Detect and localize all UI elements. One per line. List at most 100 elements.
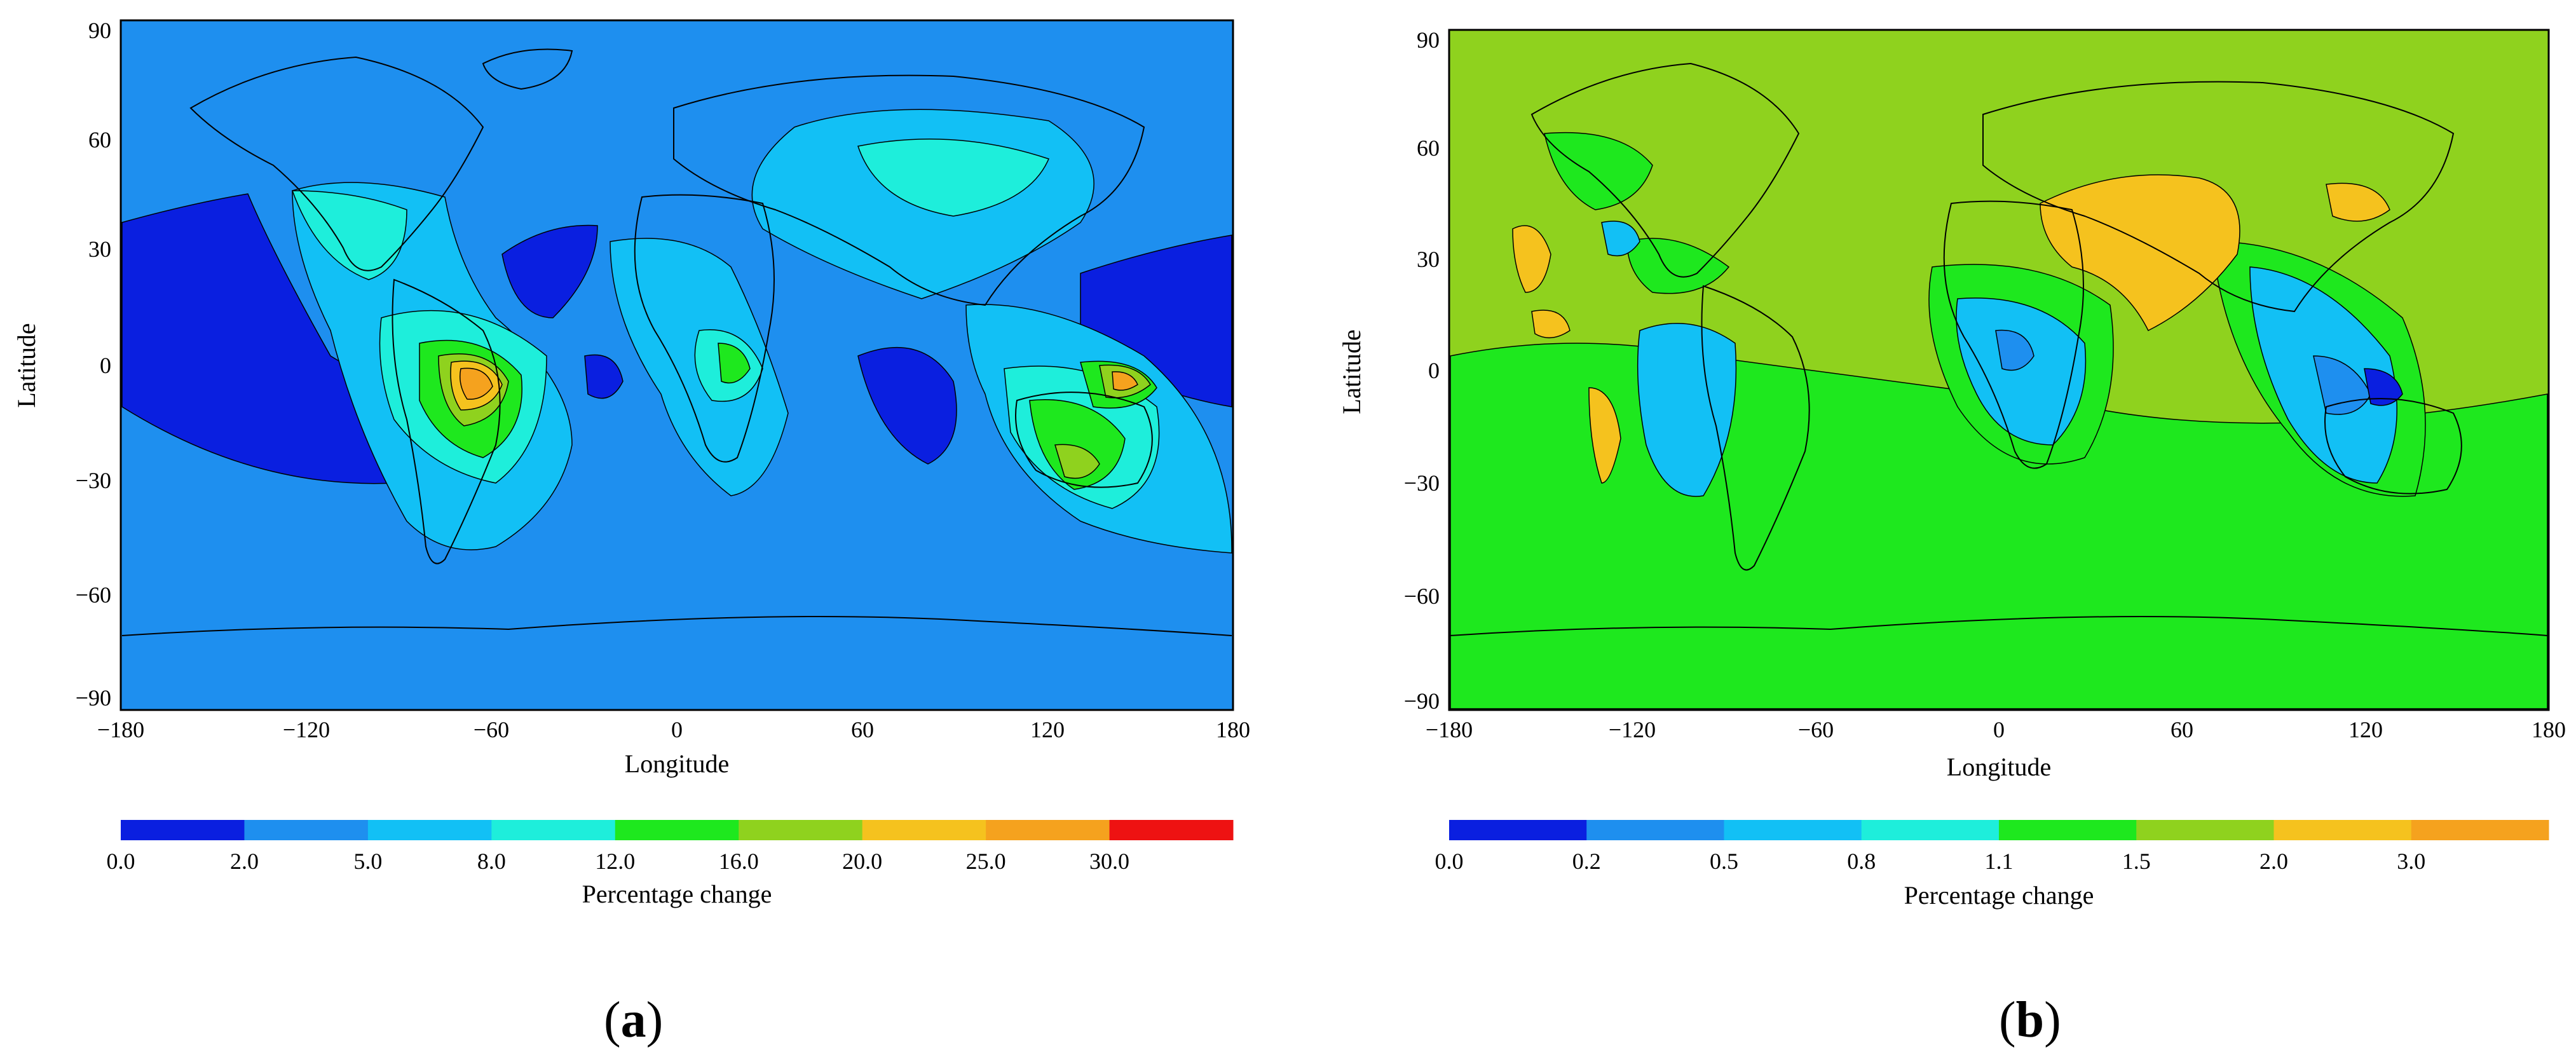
x-tick: 120	[1030, 717, 1065, 742]
colorbar-tick-label: 0.8	[1847, 849, 1876, 874]
x-axis-label: Longitude	[625, 749, 729, 778]
colorbar-tick-label: 0.0	[107, 849, 135, 874]
colorbar-swatch	[244, 820, 369, 840]
panel-label-b-letter: b	[2015, 992, 2045, 1048]
colorbar-tick-label: 2.0	[230, 849, 259, 874]
colorbar-swatch	[1449, 820, 1587, 840]
panel-a: −180 −120 −60 0 60 120 180 Longitude 90 …	[0, 0, 1284, 1061]
colorbar-tick-label: 12.0	[595, 849, 635, 874]
colorbar-tick-label: 5.0	[353, 849, 382, 874]
zone-sa-orange-a	[460, 367, 493, 400]
x-tick: −180	[97, 717, 144, 742]
x-tick: −180	[1426, 717, 1473, 742]
y-tick: 30	[1417, 247, 1440, 272]
zone-na-teal-a	[291, 190, 407, 280]
low-zone-pacific-a	[121, 193, 395, 484]
zone-equatorial-green-b	[1626, 238, 1730, 294]
y-tick: 60	[88, 127, 111, 153]
colorbar-tick-label: 16.0	[719, 849, 759, 874]
zone-andes-orange-b	[1588, 387, 1621, 484]
panel-b: −180 −120 −60 0 60 120 180 Longitude 90 …	[1322, 0, 2576, 1061]
y-tick: 60	[1417, 135, 1440, 161]
x-tick: 0	[671, 717, 683, 742]
x-tick: 120	[2348, 717, 2383, 742]
colorbar-tick-label: 25.0	[966, 849, 1006, 874]
zone-africa-cyan-b	[1956, 297, 2087, 446]
colorbar-a: 0.0 2.0 5.0 8.0 12.0 16.0 20.0 25.0 30.0	[107, 820, 1234, 874]
panel-a-figure: −180 −120 −60 0 60 120 180 Longitude 90 …	[12, 18, 1250, 908]
zone-asia-teal-a	[857, 139, 1050, 217]
colorbar-swatch	[491, 820, 616, 840]
colorbar-swatch	[615, 820, 739, 840]
colorbar-swatch	[1999, 820, 2137, 840]
colorbar-swatch	[1724, 820, 1862, 840]
colorbar-tick-label: 2.0	[2259, 849, 2288, 874]
y-axis-label: Latitude	[12, 323, 41, 407]
zone-ng-blue-b	[2364, 368, 2403, 406]
panel-label-a-close: )	[646, 992, 664, 1048]
colorbar-swatch	[862, 820, 986, 840]
x-tick: 60	[2171, 717, 2193, 742]
y-tick: −90	[1404, 688, 1440, 714]
panel-label-a-open: (	[604, 992, 621, 1048]
y-axis-b: 90 60 30 0 −30 −60 −90 Latitude	[1337, 27, 1440, 714]
map-b: −180 −120 −60 0 60 120 180 Longitude 90 …	[1337, 27, 2566, 781]
colorbar-swatch	[739, 820, 863, 840]
zone-sahara-orange-b	[2040, 174, 2240, 332]
zone-na-cyan-b	[1601, 221, 1640, 257]
panel-b-figure: −180 −120 −60 0 60 120 180 Longitude 90 …	[1337, 27, 2566, 910]
colorbar-label-b: Percentage change	[1904, 881, 2094, 910]
colorbar-swatch	[1861, 820, 2000, 840]
coastlines-b	[1450, 62, 2548, 636]
zone-africa-green-a	[718, 343, 751, 384]
panel-label-b: (b)	[1999, 992, 2061, 1049]
coastlines-a	[121, 48, 1232, 636]
colorbar-tick-label: 3.0	[2397, 849, 2425, 874]
x-axis-a: −180 −120 −60 0 60 120 180 Longitude	[97, 717, 1250, 778]
x-tick: 180	[1216, 717, 1250, 742]
zone-ng-orange-a	[1112, 371, 1138, 391]
colorbar-tick-label: 30.0	[1089, 849, 1129, 874]
y-axis-label: Latitude	[1337, 329, 1366, 414]
zone-na-green-b	[1544, 132, 1653, 210]
panel-label-b-open: (	[1999, 992, 2016, 1048]
x-tick: 60	[851, 717, 874, 742]
colorbar-tick-label: 8.0	[477, 849, 506, 874]
y-tick: −60	[76, 582, 111, 608]
zone-aus-green-a	[1029, 399, 1126, 490]
y-tick: 0	[100, 353, 111, 378]
x-tick: −120	[1609, 717, 1656, 742]
colorbar-swatch	[2136, 820, 2274, 840]
x-tick: −60	[1798, 717, 1834, 742]
colorbar-label-a: Percentage change	[582, 880, 772, 908]
colorbar-swatch	[2411, 820, 2549, 840]
colorbar-tick-label: 0.0	[1435, 849, 1464, 874]
zone-sa-cyan-b	[1637, 323, 1737, 497]
low-zone-indian-a	[857, 346, 957, 465]
y-tick: 30	[88, 236, 111, 262]
colorbar-tick-label: 1.5	[2122, 849, 2151, 874]
y-tick: 90	[1417, 27, 1440, 53]
zone-china-orange-b	[2326, 182, 2390, 222]
zone-africa-blue-b	[1995, 329, 2034, 371]
y-axis-a: 90 60 30 0 −30 −60 −90 Latitude	[12, 18, 111, 711]
x-axis-label: Longitude	[1947, 753, 2051, 781]
panel-label-b-close: )	[2044, 992, 2061, 1048]
x-tick: −60	[474, 717, 509, 742]
colorbar-tick-label: 20.0	[842, 849, 882, 874]
colorbar-tick-label: 0.2	[1572, 849, 1601, 874]
x-tick: 0	[1993, 717, 2005, 742]
x-axis-b: −180 −120 −60 0 60 120 180 Longitude	[1426, 717, 2566, 781]
colorbar-swatch	[367, 820, 492, 840]
y-tick: −30	[76, 468, 111, 493]
colorbar-swatch	[986, 820, 1110, 840]
colorbar-tick-label: 1.1	[1985, 849, 2014, 874]
colorbar-b: 0.0 0.2 0.5 0.8 1.1 1.5 2.0 3.0	[1435, 820, 2549, 874]
y-tick: −90	[76, 685, 111, 711]
x-tick: 180	[2532, 717, 2566, 742]
zone-aus-olive-a	[1054, 444, 1100, 479]
y-tick: −30	[1404, 470, 1440, 496]
panel-label-a-letter: a	[620, 992, 646, 1048]
zone-atl-orange-b	[1531, 310, 1571, 339]
panel-label-a: (a)	[604, 992, 663, 1049]
